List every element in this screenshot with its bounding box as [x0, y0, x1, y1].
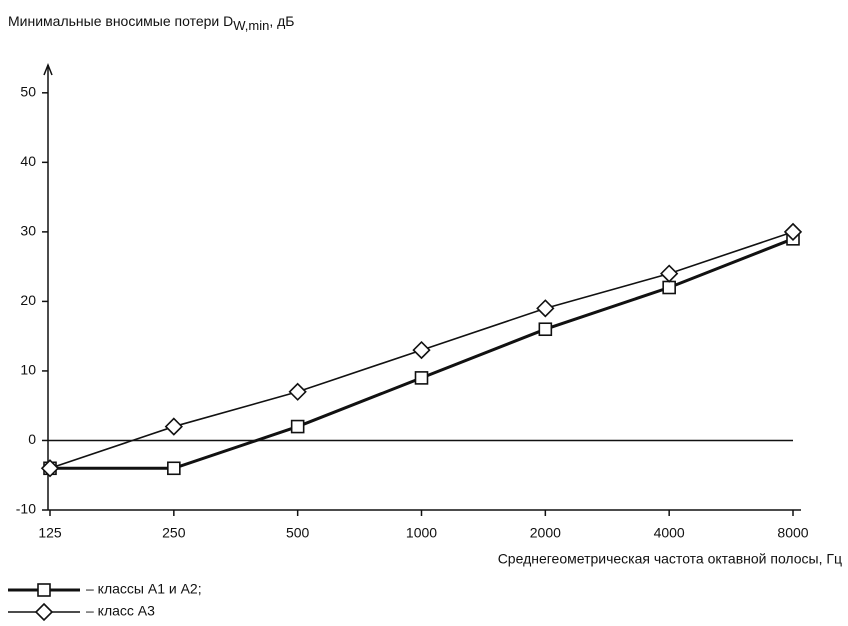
y-label-unit: , дБ	[269, 13, 294, 29]
marker-diamond	[40, 459, 60, 478]
marker-square	[167, 461, 181, 476]
marker-diamond	[412, 340, 431, 360]
x-tick-label: 4000	[654, 525, 685, 541]
marker-diamond	[288, 382, 307, 401]
marker-square	[37, 583, 51, 597]
x-tick-label: 500	[286, 525, 310, 541]
legend-label: – классы А1 и А2;	[86, 581, 202, 597]
x-tick-label: 8000	[777, 525, 808, 541]
y-axis-arrow	[43, 62, 53, 76]
marker-square	[662, 280, 676, 295]
y-tick-label: 50	[20, 84, 36, 100]
marker-diamond	[34, 602, 54, 622]
y-tick-label: 40	[20, 153, 36, 169]
x-tick-label: 125	[38, 525, 62, 541]
y-tick-label: -10	[16, 501, 36, 517]
y-axis-label: Минимальные вносимые потери DW,min, дБ	[8, 13, 295, 34]
marker-diamond	[783, 222, 803, 242]
x-tick-label: 250	[162, 525, 186, 541]
y-tick-label: 10	[20, 362, 36, 378]
y-tick-label: 20	[20, 292, 36, 308]
marker-square	[290, 419, 305, 434]
legend-label: – класс А3	[86, 603, 155, 619]
y-tick-label: 0	[28, 431, 36, 447]
marker-diamond	[536, 299, 555, 318]
x-axis-label: Среднегеометрическая частота октавной по…	[498, 551, 842, 567]
x-tick-label: 2000	[530, 525, 561, 541]
marker-square	[538, 322, 553, 337]
x-tick-label: 1000	[406, 525, 437, 541]
y-label-main: Минимальные вносимые потери D	[8, 13, 233, 29]
y-label-sub: W,min	[233, 18, 269, 33]
marker-diamond	[164, 417, 183, 436]
marker-square	[414, 371, 429, 385]
marker-diamond	[660, 264, 679, 283]
y-tick-label: 30	[20, 223, 36, 239]
